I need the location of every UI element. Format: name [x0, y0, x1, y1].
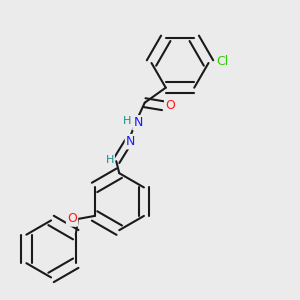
Text: Cl: Cl [216, 55, 228, 68]
Text: N: N [126, 135, 135, 148]
Text: O: O [67, 212, 77, 225]
Text: N: N [134, 116, 143, 129]
Text: O: O [165, 99, 175, 112]
Text: H: H [123, 116, 131, 126]
Text: H: H [106, 155, 114, 165]
